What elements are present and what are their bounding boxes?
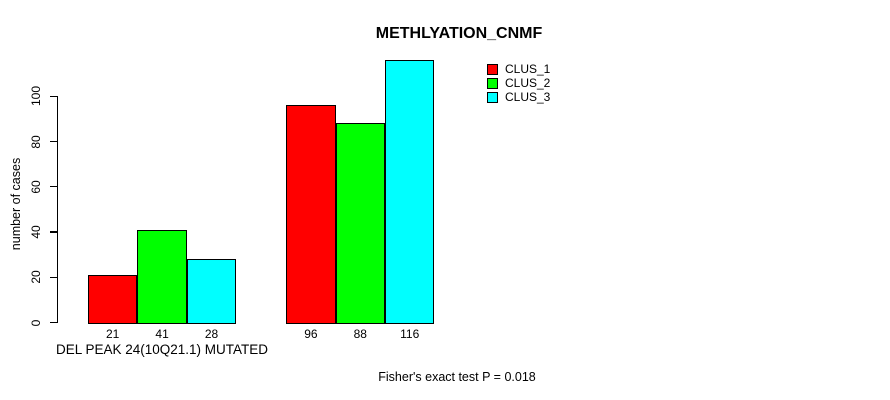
y-axis-tick-mark [50,276,57,278]
x-axis-title: DEL PEAK 24(10Q21.1) MUTATED [55,342,269,357]
y-axis-tick-label: 0 [29,319,43,326]
y-axis-tick-mark [50,321,57,324]
legend: CLUS_1 CLUS_2 CLUS_3 [487,62,550,104]
legend-label: CLUS_2 [505,76,551,90]
bar-value-label: 41 [155,327,169,341]
chart-title: METHLYATION_CNMF [375,25,543,42]
legend-swatch-clus_2 [487,77,498,89]
legend-row: CLUS_3 [487,90,550,104]
y-axis-tick-label: 80 [29,134,43,149]
y-axis-tick-mark [50,231,57,233]
bar-clus_3-group1 [186,259,237,324]
bar-value-label: 116 [400,327,420,341]
bar-value-label: 21 [106,327,120,341]
y-axis-tick-label: 100 [29,86,43,107]
bar-value-label: 96 [304,327,318,341]
y-axis-tick-label: 60 [29,180,43,194]
y-axis-tick-mark [50,95,57,97]
y-axis-tick-mark [50,140,57,143]
fisher-test-annotation: Fisher's exact test P = 0.018 [378,370,536,384]
bar-value-label: 28 [204,327,219,341]
bar-clus_3-group2 [385,60,435,324]
legend-row: CLUS_1 [487,62,550,76]
legend-swatch-clus_1 [487,63,498,75]
legend-label: CLUS_3 [505,90,551,104]
bar-clus_1-group1 [88,274,138,324]
bar-clus_2-group1 [137,229,187,324]
y-axis-tick-label: 40 [29,225,43,239]
bar-value-label: 88 [353,327,367,341]
legend-row: CLUS_2 [487,76,550,90]
y-axis-tick-mark [50,186,57,188]
legend-label: CLUS_1 [505,62,551,76]
legend-swatch-clus_3 [487,91,498,103]
bar-clus_2-group2 [335,123,385,324]
y-axis-tick-label: 20 [29,270,43,284]
y-axis-title: number of cases [9,157,23,251]
y-axis-line [56,96,58,323]
bar-clus_1-group2 [286,105,336,324]
